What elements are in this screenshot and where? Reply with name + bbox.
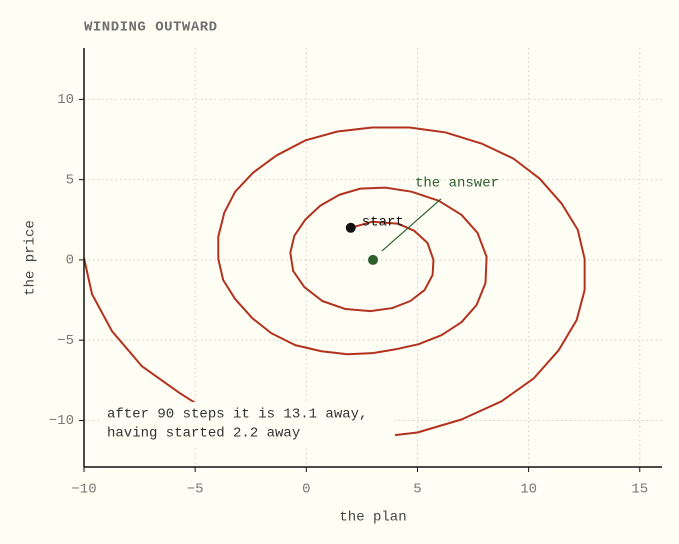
y-tick-label: 5 bbox=[66, 172, 74, 188]
x-tick-label: 0 bbox=[302, 482, 310, 498]
x-tick-label: 5 bbox=[413, 482, 421, 498]
annotations: after 90 steps it is 13.1 away, having st… bbox=[100, 176, 499, 446]
annotation-box bbox=[100, 402, 395, 446]
x-axis-label: the plan bbox=[339, 510, 406, 526]
y-tick-label: 10 bbox=[57, 92, 74, 108]
point bbox=[345, 222, 356, 233]
y-tick-label: 0 bbox=[66, 253, 74, 269]
x-tick-label: −5 bbox=[187, 482, 204, 498]
x-tick-label: −10 bbox=[71, 482, 96, 498]
y-tick-label: −5 bbox=[57, 333, 74, 349]
point-label: the answer bbox=[415, 176, 499, 192]
annotation-text: having started 2.2 away bbox=[107, 426, 300, 442]
point-label: start bbox=[362, 215, 404, 231]
y-axis-label: the price bbox=[23, 220, 39, 296]
point bbox=[368, 254, 378, 265]
line bbox=[84, 126, 586, 440]
chart-title: WINDING OUTWARD bbox=[84, 20, 218, 36]
plot-area bbox=[84, 126, 586, 440]
annotation-text: after 90 steps it is 13.1 away, bbox=[107, 407, 367, 423]
x-tick-label: 10 bbox=[520, 482, 537, 498]
leader-line bbox=[381, 198, 442, 252]
y-tick-label: −10 bbox=[49, 413, 74, 429]
x-tick-label: 15 bbox=[631, 482, 648, 498]
